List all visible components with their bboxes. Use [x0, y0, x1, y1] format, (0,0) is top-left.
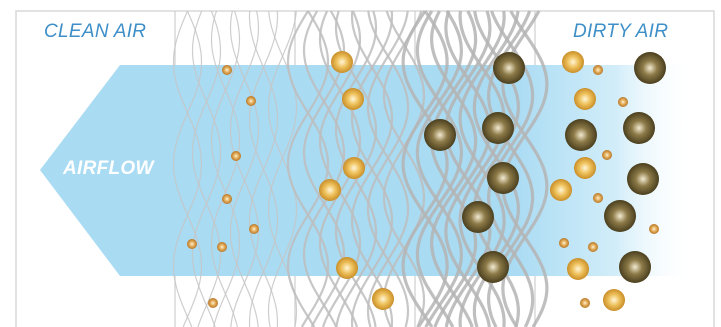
- small-particle: [217, 242, 227, 252]
- fiber-strand: [429, 10, 478, 327]
- fiber-strand: [430, 10, 478, 327]
- fiber-strand: [401, 10, 449, 327]
- medium-particle: [574, 88, 596, 110]
- small-particle: [231, 151, 241, 161]
- large-particle: [487, 162, 519, 194]
- outer-frame: [15, 10, 715, 327]
- clean-air-label: CLEAN AIR: [44, 21, 147, 42]
- small-particle: [222, 194, 232, 204]
- dirty-air-label: DIRTY AIR: [573, 21, 669, 42]
- medium-particle: [342, 88, 364, 110]
- fine-filter-fibers: [172, 10, 298, 327]
- medium-particle: [567, 258, 589, 280]
- small-particle: [249, 224, 259, 234]
- fiber-strand: [248, 10, 279, 327]
- small-particle: [187, 239, 197, 249]
- large-particle: [634, 52, 666, 84]
- fiber-strand: [172, 10, 203, 327]
- small-particle: [649, 224, 659, 234]
- fiber-strand: [286, 10, 330, 327]
- fiber-strand: [444, 10, 492, 327]
- small-particle: [593, 193, 603, 203]
- fiber-strand: [382, 10, 426, 327]
- medium-particle: [603, 289, 625, 311]
- medium-particle: [574, 157, 596, 179]
- large-particle: [604, 200, 636, 232]
- small-particle: [580, 298, 590, 308]
- large-particle: [565, 119, 597, 151]
- medium-particle: [319, 179, 341, 201]
- medium-particle: [343, 157, 365, 179]
- medium-particle: [372, 288, 394, 310]
- large-particle: [493, 52, 525, 84]
- small-particle: [559, 238, 569, 248]
- large-particle: [627, 163, 659, 195]
- large-particle: [477, 251, 509, 283]
- large-particle: [482, 112, 514, 144]
- fiber-strand: [172, 10, 203, 327]
- medium-particle: [336, 257, 358, 279]
- fiber-strand: [350, 10, 394, 327]
- fiber-strand: [210, 10, 241, 327]
- large-particle: [619, 251, 651, 283]
- airflow-label: AIRFLOW: [63, 158, 154, 179]
- fiber-strand: [302, 10, 346, 327]
- medium-particle: [562, 51, 584, 73]
- large-particle: [424, 119, 456, 151]
- large-particle: [462, 201, 494, 233]
- fiber-strand: [191, 10, 222, 327]
- fiber-strand: [401, 10, 449, 327]
- fiber-strand: [382, 10, 426, 327]
- large-particle: [623, 112, 655, 144]
- airflow-arrow: [40, 65, 695, 276]
- medium-particle: [331, 51, 353, 73]
- fiber-strand: [229, 10, 260, 327]
- small-particle: [602, 150, 612, 160]
- medium-particle: [550, 179, 572, 201]
- small-particle: [588, 242, 598, 252]
- fiber-strand: [366, 10, 410, 327]
- small-particle: [208, 298, 218, 308]
- small-particle: [618, 97, 628, 107]
- small-particle: [593, 65, 603, 75]
- fiber-strand: [267, 10, 298, 327]
- small-particle: [222, 65, 232, 75]
- fiber-strand: [229, 10, 260, 327]
- small-particle: [246, 96, 256, 106]
- fiber-strand: [210, 10, 241, 327]
